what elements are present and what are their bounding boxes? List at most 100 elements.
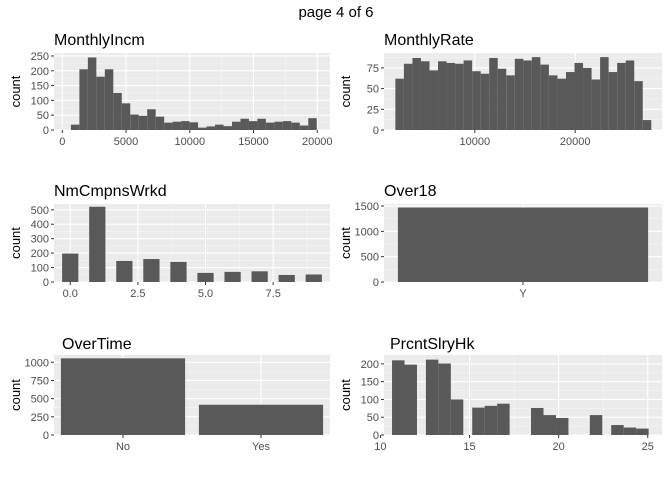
histogram-bar (282, 121, 292, 130)
y-tick-label: 150 (31, 81, 49, 93)
chart-title: MonthlyIncm (54, 32, 145, 49)
y-tick-label: 150 (361, 377, 379, 389)
histogram-bar (600, 57, 609, 130)
y-tick-label: 0 (43, 277, 49, 289)
x-tick-label: 0 (59, 136, 65, 148)
histogram-bar (138, 115, 148, 130)
x-tick-label: 2.5 (130, 288, 145, 300)
x-tick-label: 20 (553, 441, 565, 453)
histogram-bar (484, 405, 498, 435)
histogram-bar (540, 64, 549, 130)
y-tick-label: 50 (367, 412, 379, 424)
y-tick-label: 200 (31, 66, 49, 78)
y-tick-label: 250 (31, 51, 49, 63)
x-tick-label: 10000 (174, 136, 205, 148)
histogram-bar (181, 121, 190, 130)
panel-background (384, 355, 662, 435)
histogram-bar (617, 62, 626, 130)
x-tick-label: 5.0 (198, 288, 213, 300)
histogram-bar (480, 73, 490, 130)
histogram-bar (308, 118, 317, 130)
chart-nmcmpnswrkd: 0 100 200 300 400 500 0.0 2.5 5.0 7.5 count NmCmpns… (8, 183, 330, 300)
y-tick-label: 750 (31, 375, 49, 387)
y-tick-label: 100 (361, 394, 379, 406)
x-tick-label: Yes (252, 441, 270, 453)
histogram-bar (438, 363, 451, 435)
histogram-bar (608, 72, 618, 130)
histogram-bar (591, 79, 601, 130)
histogram-bar (523, 60, 532, 130)
histogram-bar (531, 57, 541, 130)
histogram-bar (404, 364, 417, 435)
y-tick-label: 1500 (355, 201, 379, 213)
histogram-bar (425, 359, 439, 435)
y-tick-label: 250 (31, 412, 49, 424)
x-tick-label: 20000 (302, 136, 333, 148)
histogram-bar (197, 272, 214, 282)
histogram-bar (543, 415, 556, 435)
histogram-bar (472, 71, 481, 130)
histogram-bar (189, 122, 199, 130)
chart-monthlyrate: 0 25 50 75 10000 20000 count MonthlyRate (338, 32, 662, 148)
histogram-bar (438, 61, 447, 130)
histogram-bar (172, 121, 182, 130)
y-tick-label: 200 (361, 359, 379, 371)
histogram-bar (463, 60, 473, 130)
histogram-bar (450, 399, 464, 435)
histogram-bar (455, 63, 464, 130)
y-axis-label: count (338, 75, 353, 107)
histogram-bar (305, 274, 322, 282)
x-tick-label: 20000 (560, 136, 591, 148)
histogram-bar (113, 92, 122, 130)
chart-title: NmCmpnsWrkd (54, 183, 167, 200)
y-tick-label: 50 (37, 110, 49, 122)
y-tick-label: 0 (43, 430, 49, 442)
histogram-bar (265, 122, 275, 130)
chart-title: Over18 (384, 183, 437, 200)
y-tick-label: 1000 (355, 226, 379, 238)
histogram-bar (231, 121, 241, 130)
bar-y (397, 207, 649, 282)
histogram-bar (104, 69, 114, 130)
y-tick-label: 500 (31, 205, 49, 217)
histogram-bar (121, 103, 131, 130)
x-tick-label: Y (519, 288, 527, 300)
y-tick-label: 300 (31, 234, 49, 246)
histogram-bar (555, 417, 569, 435)
histogram-bar (257, 118, 266, 130)
histogram-bar (79, 69, 88, 130)
histogram-bar (224, 271, 241, 282)
histogram-bar (251, 271, 268, 282)
histogram-bar (278, 274, 295, 282)
histogram-bar (274, 121, 283, 130)
x-tick-label: No (116, 441, 130, 453)
x-tick-label: 10 (374, 441, 386, 453)
histogram-bar (565, 72, 575, 130)
x-tick-label: 25 (642, 441, 654, 453)
chart-prcntslryhk: 0 50 100 150 200 10 15 20 25 count PrcntSlryHk (338, 336, 662, 453)
histogram-bar (155, 116, 165, 130)
x-tick-label: 10000 (460, 136, 491, 148)
bar-yes (198, 404, 324, 435)
histogram-bar (446, 62, 456, 130)
histogram-bar (506, 75, 515, 130)
histogram-bar (429, 70, 439, 130)
chart-monthlyincm: 0 50 100 150 200 250 0 5000 10000 15000 20000 count… (8, 32, 333, 148)
x-tick-label: 15 (463, 441, 475, 453)
histogram-bar (392, 360, 405, 435)
histogram-bar (223, 126, 232, 130)
histogram-bar (531, 407, 544, 435)
y-axis-label: count (8, 227, 23, 259)
histogram-bar (299, 125, 309, 130)
histogram-bar (248, 121, 258, 130)
histogram-bar (574, 62, 584, 130)
histogram-bar (548, 75, 558, 130)
y-axis-label: count (8, 379, 23, 411)
x-tick-label: 7.5 (266, 288, 281, 300)
histogram-bar (611, 425, 624, 435)
y-tick-label: 0 (373, 430, 379, 442)
histogram-bar (557, 78, 566, 130)
